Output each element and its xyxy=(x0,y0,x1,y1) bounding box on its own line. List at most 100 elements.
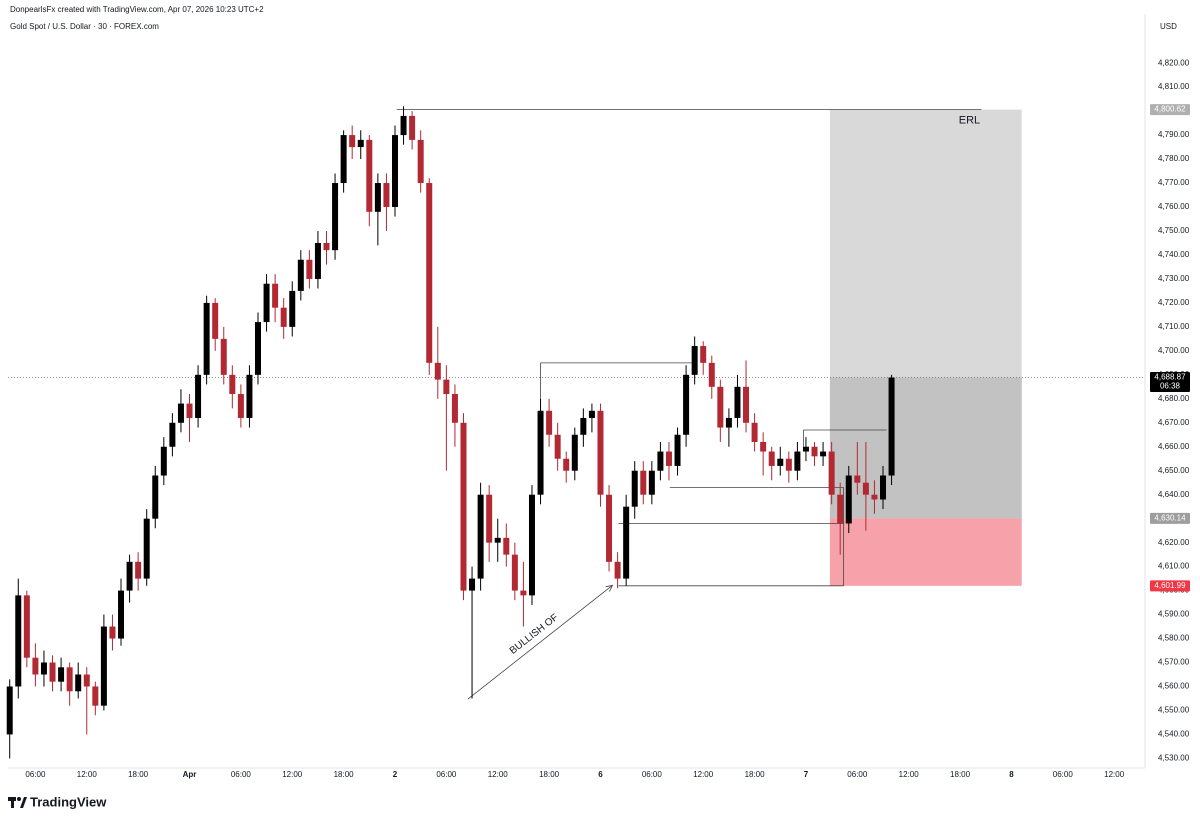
y-tick-label: 4,550.00 xyxy=(1158,706,1190,715)
candle-body xyxy=(366,139,373,212)
y-tick-label: 4,660.00 xyxy=(1158,442,1190,451)
y-tick-label: 4,710.00 xyxy=(1158,322,1190,331)
candle-body xyxy=(160,446,167,476)
y-tick-label: 4,730.00 xyxy=(1158,274,1190,283)
x-tick-label: 7 xyxy=(804,770,809,779)
x-tick-label: 18:00 xyxy=(334,770,355,779)
candle-body xyxy=(15,595,22,687)
x-tick-label: 12:00 xyxy=(899,770,920,779)
x-tick-label: 8 xyxy=(1009,770,1014,779)
candle-body xyxy=(135,561,142,579)
candle-body xyxy=(23,595,30,658)
candle-body xyxy=(126,561,133,591)
candle-body xyxy=(32,657,39,675)
y-tick-label: 4,560.00 xyxy=(1158,682,1190,691)
price-tag xyxy=(1150,104,1190,116)
y-tick-label: 4,540.00 xyxy=(1158,730,1190,739)
candle-body xyxy=(177,403,184,423)
arrow-head xyxy=(605,584,614,592)
price-tag-label: 4,800.62 xyxy=(1154,105,1186,114)
candle-body xyxy=(255,322,261,375)
candle-body xyxy=(657,451,664,471)
candle-body xyxy=(383,183,390,208)
candle-body xyxy=(743,386,750,423)
candle-body xyxy=(640,470,647,495)
y-tick-label: 4,780.00 xyxy=(1158,154,1190,163)
candle-body xyxy=(734,386,741,418)
candle-body xyxy=(314,242,321,279)
stop-zone xyxy=(829,518,1022,586)
candle-body xyxy=(203,302,210,375)
candle-body xyxy=(725,417,732,428)
candle-body xyxy=(871,494,878,500)
brand-logo: TradingView xyxy=(8,794,107,809)
candle-body xyxy=(888,377,895,476)
price-tag-label: 4,601.99 xyxy=(1154,581,1186,590)
y-tick-label: 4,610.00 xyxy=(1158,562,1190,571)
candle-body xyxy=(477,494,484,579)
candle-body xyxy=(434,362,441,380)
erl-label: ERL xyxy=(959,115,980,127)
candle-body xyxy=(195,374,202,418)
price-tag xyxy=(1150,372,1190,393)
candle-body xyxy=(169,422,176,447)
y-tick-label: 4,770.00 xyxy=(1158,178,1190,187)
x-tick-label: 06:00 xyxy=(642,770,663,779)
candle-body xyxy=(862,482,869,495)
candle-body xyxy=(297,259,304,291)
candle-body xyxy=(571,434,578,471)
x-tick-label: 06:00 xyxy=(847,770,868,779)
logo-mark xyxy=(20,797,27,808)
y-tick-label: 4,820.00 xyxy=(1158,58,1190,67)
x-tick-label: 06:00 xyxy=(436,770,457,779)
candle-body xyxy=(828,451,835,495)
candle-body xyxy=(340,135,347,184)
candle-body xyxy=(460,422,467,591)
candle-body xyxy=(83,674,90,687)
candle-body xyxy=(588,410,595,418)
candle-body xyxy=(263,283,270,323)
candle-body xyxy=(220,338,227,375)
candle-body xyxy=(486,494,493,543)
candle-body xyxy=(528,494,535,596)
candle-body xyxy=(75,674,82,692)
x-tick-label: 12:00 xyxy=(282,770,303,779)
candle-body xyxy=(409,115,416,140)
candle-body xyxy=(606,494,613,562)
candle-body xyxy=(537,410,544,495)
y-tick-label: 4,590.00 xyxy=(1158,610,1190,619)
x-tick-label: 18:00 xyxy=(539,770,560,779)
candle-body xyxy=(49,662,56,682)
candle-body xyxy=(332,183,339,251)
candle-body xyxy=(280,307,287,327)
y-tick-label: 4,620.00 xyxy=(1158,538,1190,547)
y-tick-label: 4,720.00 xyxy=(1158,298,1190,307)
symbol-title: Gold Spot / U.S. Dollar · 30 · FOREX.com xyxy=(10,22,159,31)
candle-body xyxy=(700,346,707,363)
brand: TradingView xyxy=(30,794,107,809)
x-tick-label: 12:00 xyxy=(77,770,98,779)
candle-body xyxy=(289,290,296,327)
candle-body xyxy=(802,446,809,452)
candle-body xyxy=(118,590,125,639)
logo-mark xyxy=(17,797,21,801)
candle-body xyxy=(323,242,330,251)
candle-body xyxy=(614,561,621,579)
candle-body xyxy=(503,537,510,555)
candle-body xyxy=(880,475,887,500)
candle-body xyxy=(451,394,458,423)
candle-body xyxy=(58,667,65,682)
y-tick-label: 4,680.00 xyxy=(1158,394,1190,403)
candle-body xyxy=(837,494,844,524)
x-tick-label: 06:00 xyxy=(25,770,46,779)
candle-body xyxy=(546,410,553,435)
candle-body xyxy=(580,417,587,435)
candle-body xyxy=(212,302,219,339)
candle-body xyxy=(785,458,792,471)
candle-body xyxy=(237,394,244,418)
price-tag xyxy=(1150,580,1190,592)
y-tick-label: 4,650.00 xyxy=(1158,466,1190,475)
countdown: 06:38 xyxy=(1160,382,1181,391)
candle-body xyxy=(717,386,724,428)
x-tick-label: 18:00 xyxy=(745,770,766,779)
